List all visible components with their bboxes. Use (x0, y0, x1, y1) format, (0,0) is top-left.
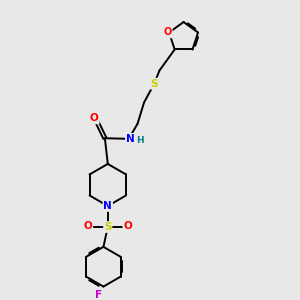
Text: H: H (136, 136, 144, 145)
Text: N: N (103, 201, 112, 211)
Text: O: O (164, 28, 172, 38)
Text: O: O (90, 113, 99, 123)
Text: S: S (104, 222, 112, 232)
Text: S: S (151, 79, 158, 88)
Text: O: O (84, 221, 92, 231)
Text: N: N (126, 134, 135, 144)
Text: F: F (94, 290, 102, 300)
Text: O: O (123, 221, 132, 231)
